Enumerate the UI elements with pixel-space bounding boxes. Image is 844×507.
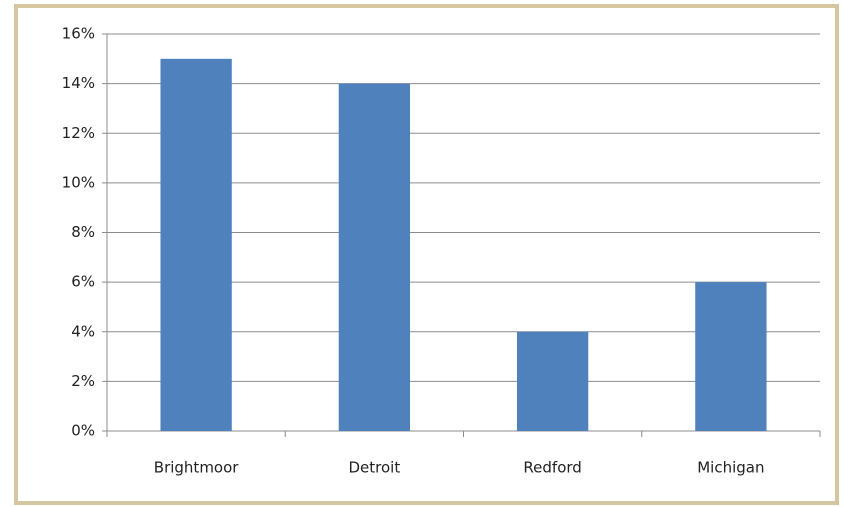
x-tick-label: Brightmoor [154, 459, 240, 477]
y-tick-label: 16% [62, 25, 95, 43]
y-tick-label: 10% [62, 173, 95, 191]
bar [695, 282, 767, 431]
y-tick-label: 0% [71, 422, 95, 440]
y-tick-label: 12% [62, 124, 95, 142]
y-tick-label: 6% [71, 273, 95, 291]
y-tick-label: 8% [71, 223, 95, 241]
x-tick-label: Michigan [697, 459, 764, 477]
y-tick-label: 2% [71, 372, 95, 390]
x-tick-label: Redford [523, 459, 581, 477]
x-tick-label: Detroit [349, 459, 401, 477]
y-tick-label: 4% [71, 322, 95, 340]
y-tick-label: 14% [62, 74, 95, 92]
bar [160, 58, 232, 431]
bar [338, 83, 411, 431]
bar [516, 331, 589, 431]
